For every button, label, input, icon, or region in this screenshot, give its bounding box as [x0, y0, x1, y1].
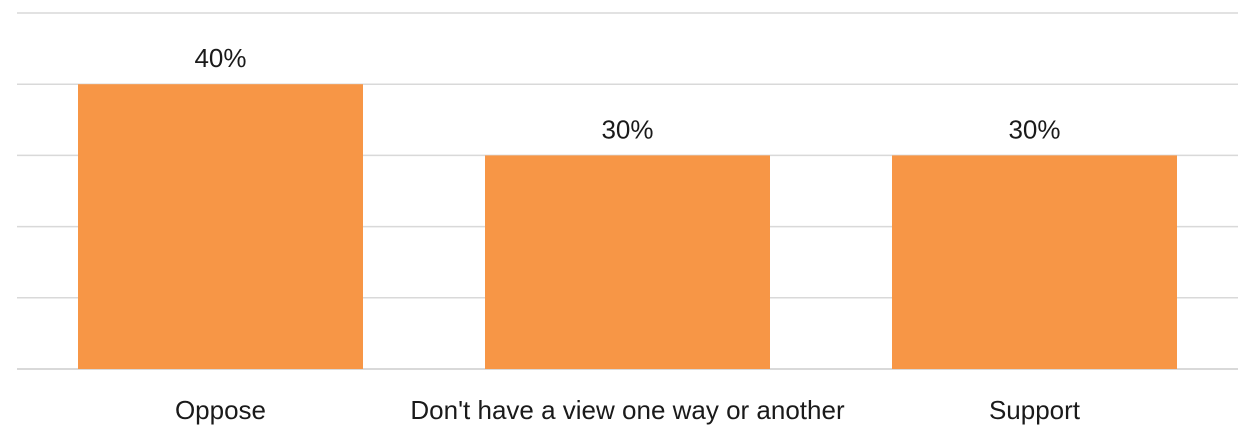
category-label: Oppose — [175, 395, 266, 425]
bars — [78, 84, 1177, 369]
data-label: 30% — [601, 114, 653, 144]
bar — [78, 84, 363, 369]
category-labels: Oppose Don't have a view one way or anoth… — [175, 395, 1081, 425]
bar — [892, 155, 1177, 369]
data-labels: 40% 30% 30% — [194, 43, 1060, 144]
category-label: Support — [989, 395, 1081, 425]
category-label: Don't have a view one way or another — [410, 395, 845, 425]
bar — [485, 155, 770, 369]
data-label: 40% — [194, 43, 246, 73]
data-label: 30% — [1008, 114, 1060, 144]
